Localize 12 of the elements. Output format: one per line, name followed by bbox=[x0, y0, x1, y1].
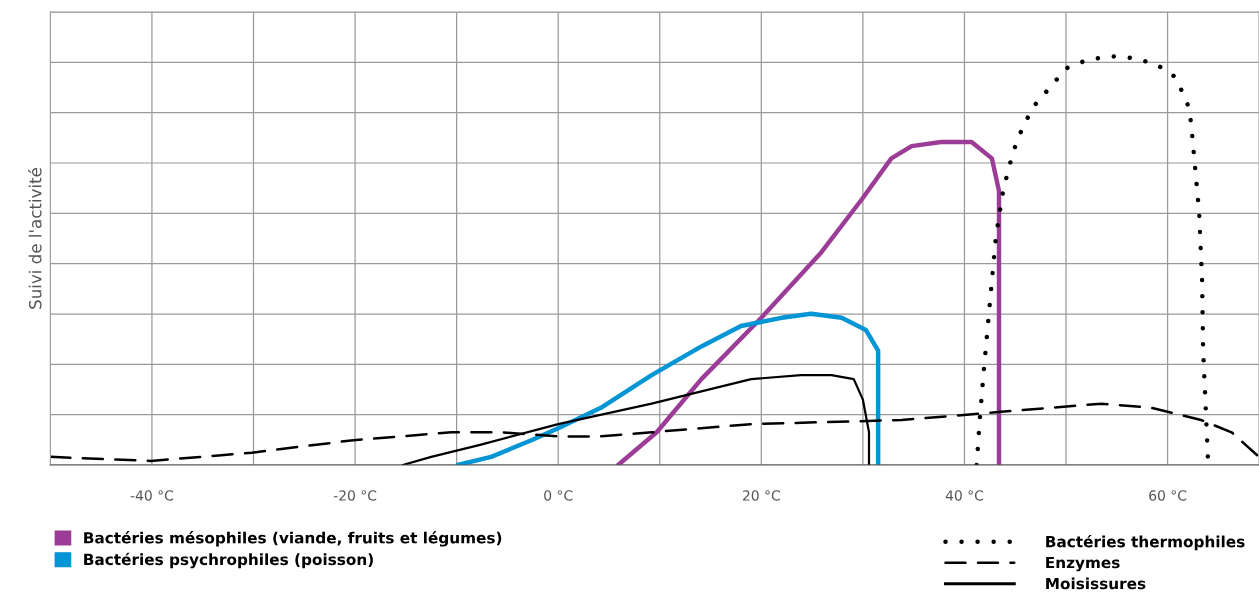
x-tick-label: 20 °C bbox=[742, 490, 780, 501]
x-tick-label: -20 °C bbox=[333, 490, 377, 501]
legend-label: Bactéries mésophiles (viande, fruits et légumes) bbox=[84, 531, 502, 547]
x-tick-label: 60 °C bbox=[1149, 490, 1187, 501]
legend-label: Bactéries thermophiles bbox=[1046, 534, 1245, 551]
legend-label: Moisissures bbox=[1046, 577, 1146, 590]
legend-label: Enzymes bbox=[1046, 556, 1120, 572]
y-axis-title: Suivi de l'activité bbox=[28, 168, 42, 309]
x-tick-label: 0 °C bbox=[544, 490, 573, 501]
x-tick-label: 40 °C bbox=[945, 490, 984, 501]
legend-label: Bactéries psychrophiles (poisson) bbox=[84, 552, 373, 569]
x-tick-label: -40 °C bbox=[130, 490, 174, 501]
